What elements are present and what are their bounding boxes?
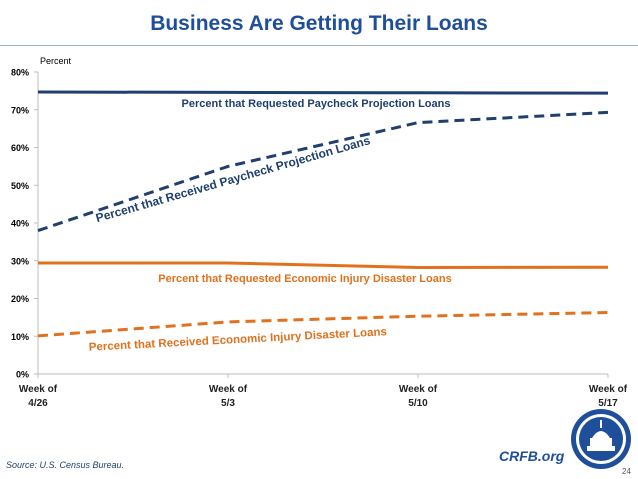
series-label-3: Percent that Received Economic Injury Di…: [88, 326, 387, 354]
y-tick-label: 60%: [11, 143, 29, 153]
series-line-1: [37, 110, 609, 233]
y-tick-label: 20%: [11, 294, 29, 304]
title-divider: [0, 45, 638, 46]
y-tick-label: 70%: [11, 105, 29, 115]
x-tick-label: 5/10: [408, 398, 428, 409]
y-tick-label: 50%: [11, 181, 29, 191]
series-label-2: Percent that Requested Economic Injury D…: [158, 273, 451, 285]
x-tick-label: 5/3: [221, 398, 235, 409]
y-tick-label: 10%: [11, 332, 29, 342]
series-line-2: [38, 261, 609, 269]
series-label-1: Percent that Received Paycheck Projectio…: [94, 133, 372, 225]
series-lines: [37, 90, 609, 338]
series-label-0: Percent that Requested Paycheck Projecti…: [182, 98, 451, 110]
slide-title: Business Are Getting Their Loans: [150, 12, 488, 35]
page-number: 24: [622, 467, 631, 476]
x-axis-ticks: Week of 4/26 Week of 5/3 Week of 5/10 Week of 5…: [19, 374, 628, 409]
site-link[interactable]: CRFB.org: [499, 448, 565, 464]
x-tick-label: 5/17: [598, 398, 618, 409]
x-tick-label: Week of: [399, 384, 438, 395]
x-tick-label: Week of: [589, 384, 628, 395]
y-tick-label: 0%: [16, 370, 29, 380]
x-tick-label: Week of: [19, 384, 58, 395]
series-line-0: [37, 90, 609, 95]
crfb-capitol-seal-icon: [571, 409, 631, 469]
y-tick-label: 30%: [11, 256, 29, 266]
y-axis-label: Percent: [40, 56, 72, 66]
source-note: Source: U.S. Census Bureau.: [6, 460, 125, 470]
y-tick-label: 40%: [11, 219, 29, 229]
x-tick-label: Week of: [209, 384, 248, 395]
y-axis-ticks: 0% 10% 20% 30% 40% 50% 60% 70% 80%: [11, 68, 38, 380]
x-tick-label: 4/26: [28, 398, 48, 409]
y-tick-label: 80%: [11, 68, 29, 78]
